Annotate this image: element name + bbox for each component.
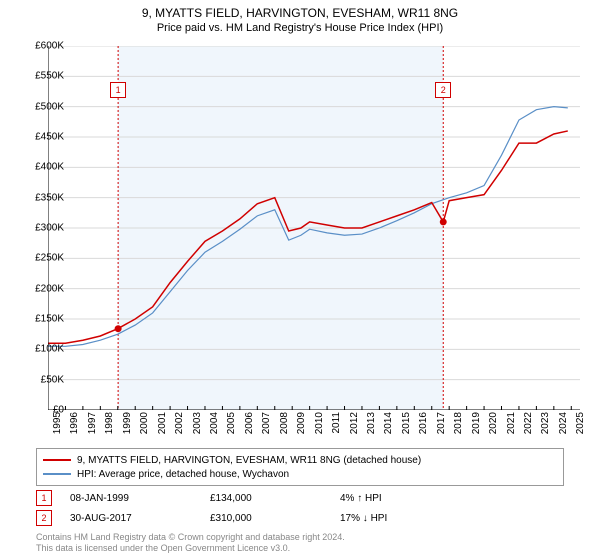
legend-label-hpi: HPI: Average price, detached house, Wych…	[77, 469, 289, 480]
chart-marker-2: 2	[435, 82, 451, 98]
transaction-row-2: 2 30-AUG-2017 £310,000 17% ↓ HPI	[36, 510, 564, 526]
footer-line2: This data is licensed under the Open Gov…	[36, 543, 345, 554]
legend-label-property: 9, MYATTS FIELD, HARVINGTON, EVESHAM, WR…	[77, 455, 421, 466]
footer: Contains HM Land Registry data © Crown c…	[36, 532, 345, 555]
legend-swatch-hpi	[43, 473, 71, 475]
legend-item-property: 9, MYATTS FIELD, HARVINGTON, EVESHAM, WR…	[43, 453, 557, 467]
legend-swatch-property	[43, 459, 71, 461]
transaction-marker-2: 2	[36, 510, 52, 526]
chart-plot-area	[48, 46, 580, 410]
chart-svg	[48, 46, 580, 410]
transaction-price-1: £134,000	[210, 493, 340, 504]
transaction-delta-2: 17% ↓ HPI	[340, 513, 460, 524]
chart-marker-1: 1	[110, 82, 126, 98]
legend-item-hpi: HPI: Average price, detached house, Wych…	[43, 467, 557, 481]
footer-line1: Contains HM Land Registry data © Crown c…	[36, 532, 345, 543]
chart-subtitle: Price paid vs. HM Land Registry's House …	[0, 20, 600, 34]
transaction-marker-1: 1	[36, 490, 52, 506]
chart-title: 9, MYATTS FIELD, HARVINGTON, EVESHAM, WR…	[0, 0, 600, 20]
transaction-date-2: 30-AUG-2017	[70, 513, 210, 524]
chart-container: 9, MYATTS FIELD, HARVINGTON, EVESHAM, WR…	[0, 0, 600, 560]
legend: 9, MYATTS FIELD, HARVINGTON, EVESHAM, WR…	[36, 448, 564, 486]
transaction-date-1: 08-JAN-1999	[70, 493, 210, 504]
transaction-price-2: £310,000	[210, 513, 340, 524]
transaction-delta-1: 4% ↑ HPI	[340, 493, 460, 504]
transaction-row-1: 1 08-JAN-1999 £134,000 4% ↑ HPI	[36, 490, 564, 506]
